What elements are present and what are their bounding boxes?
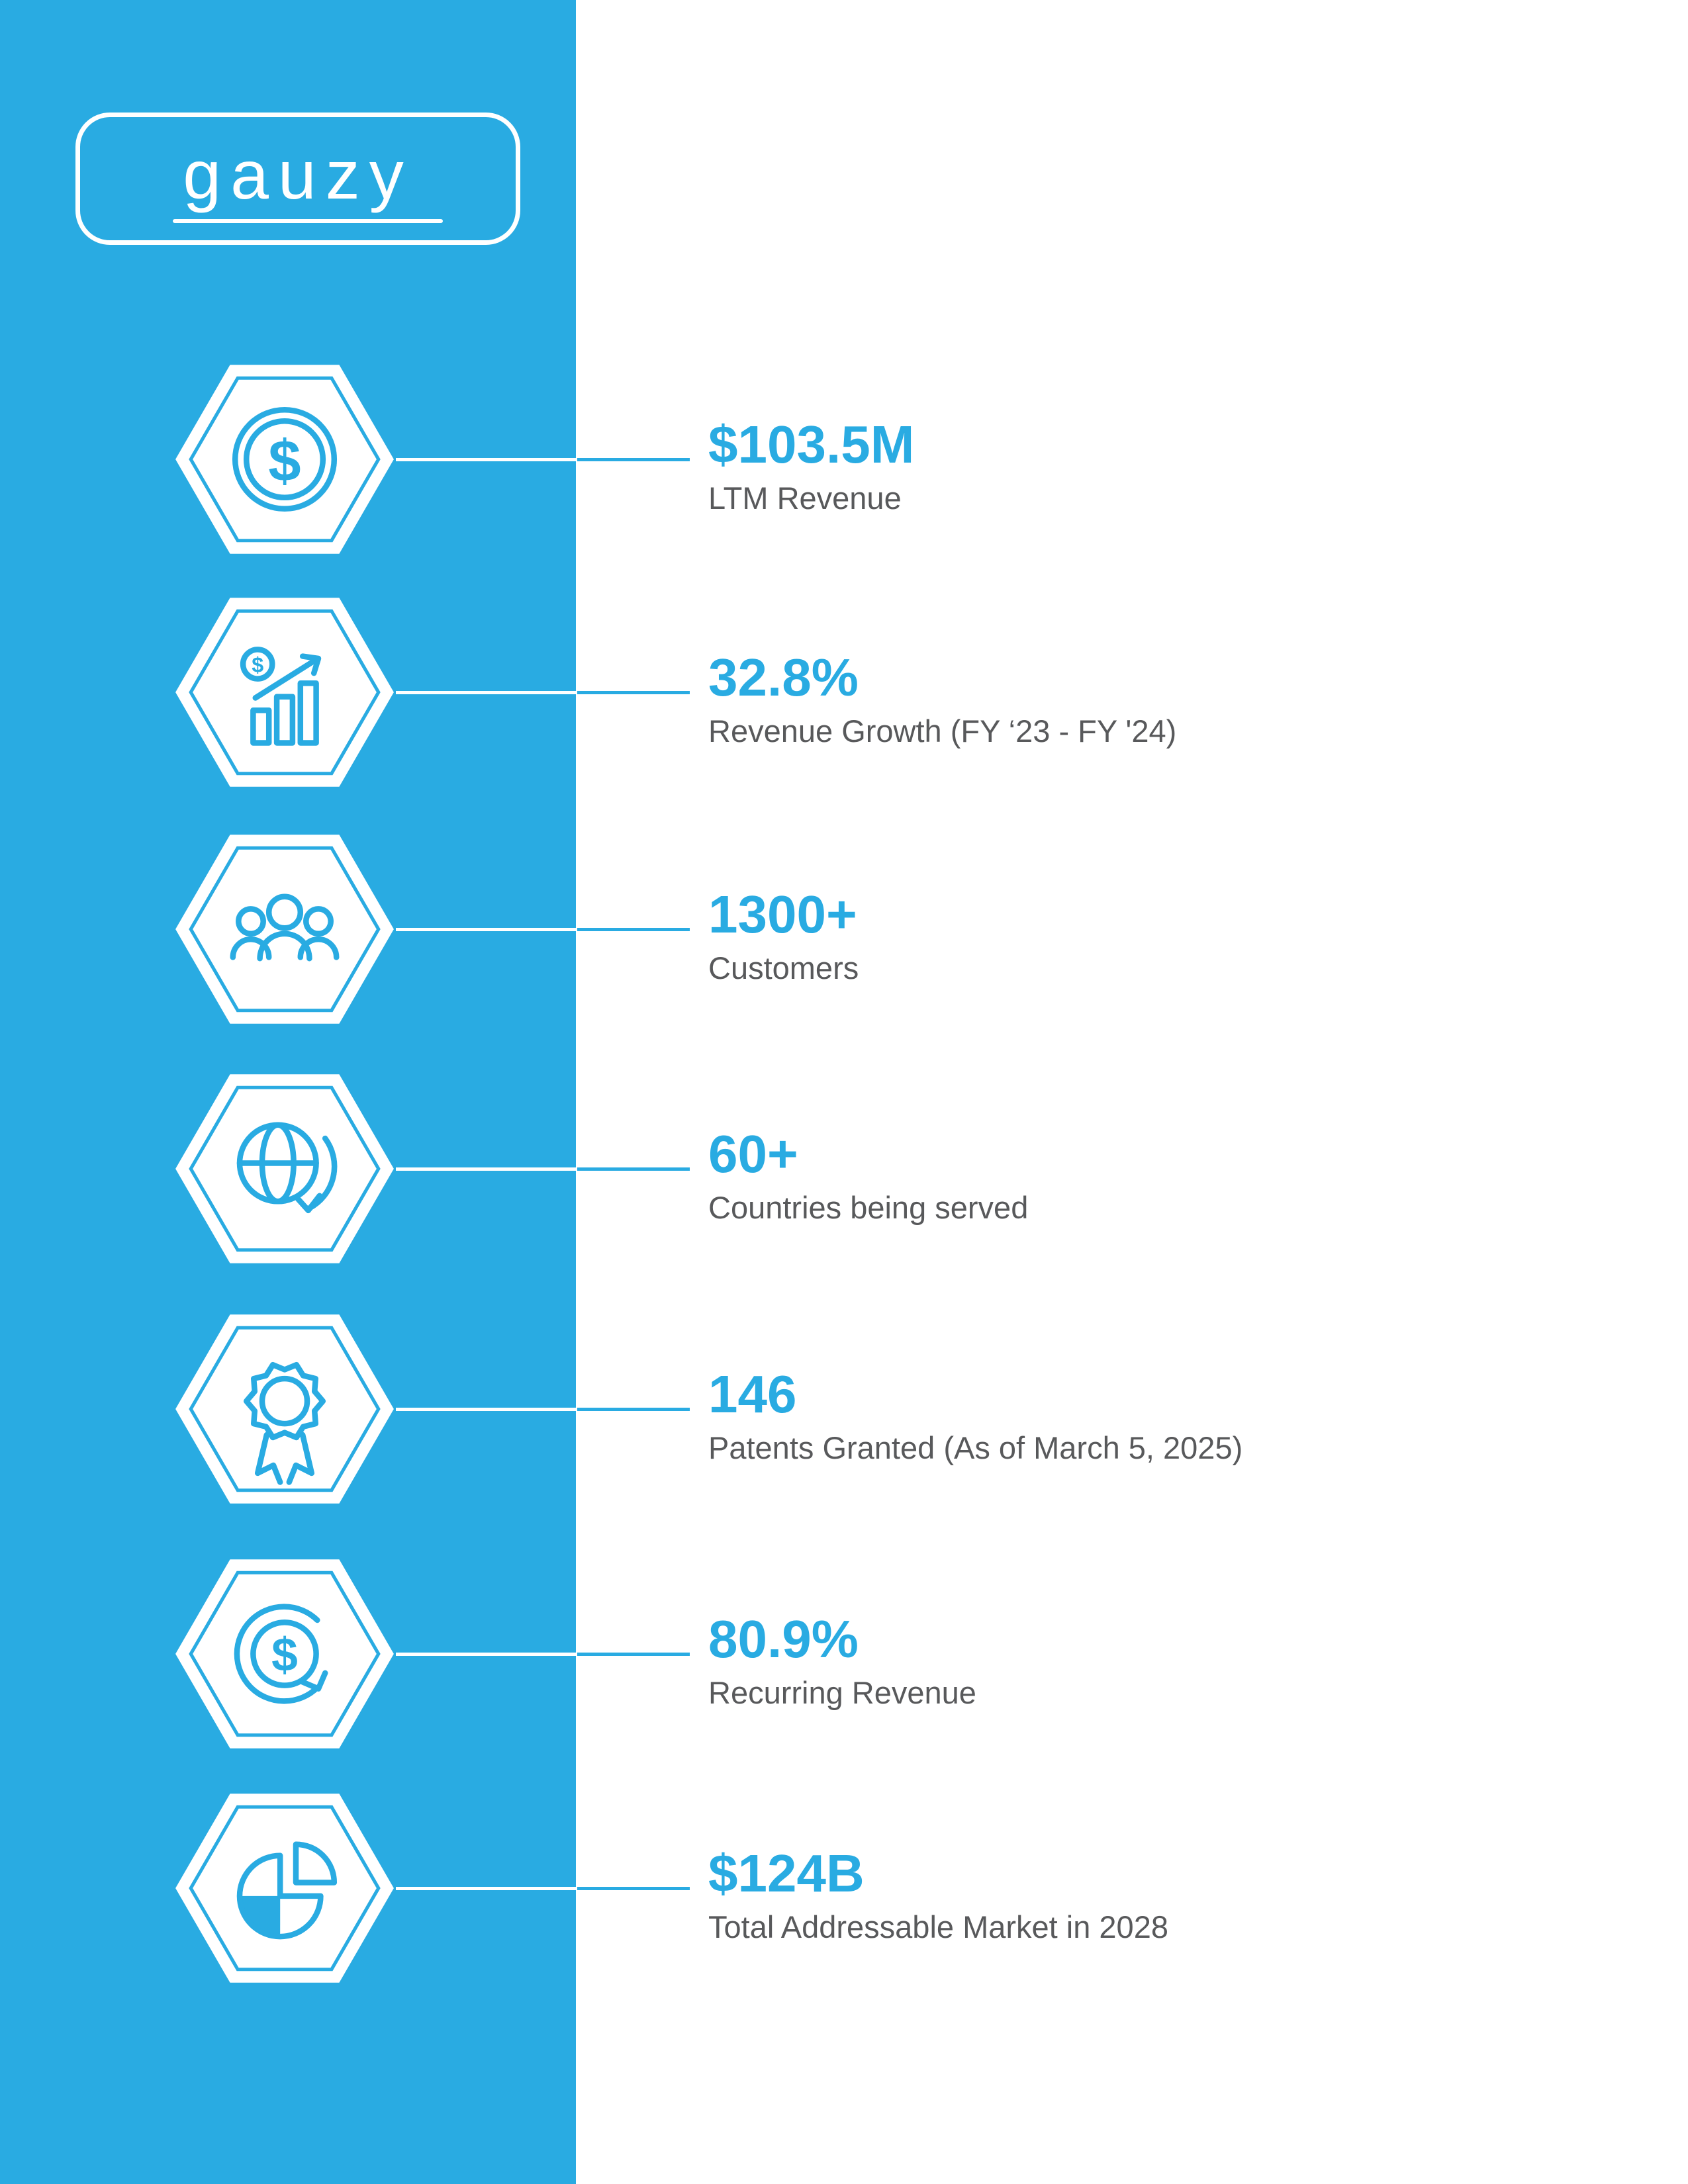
connector-line — [396, 691, 577, 694]
stat-text: 80.9% Recurring Revenue — [708, 1609, 976, 1711]
stat-label: Recurring Revenue — [708, 1674, 976, 1710]
company-logo: Gauzy — [75, 113, 520, 245]
connector-line — [577, 928, 690, 931]
hexagon-badge — [172, 1071, 397, 1267]
customers-people-icon — [175, 835, 394, 1024]
svg-text:$: $ — [268, 428, 301, 493]
stat-value: $103.5M — [708, 414, 915, 474]
stat-text: $103.5M LTM Revenue — [708, 418, 914, 516]
svg-text:$: $ — [252, 653, 263, 676]
stat-text: 1300+ Customers — [708, 884, 859, 986]
stat-row-recurring-revenue: $ 80.9% Recurring Revenue — [0, 1555, 1688, 1753]
connector-line — [396, 1887, 577, 1890]
stat-label: Revenue Growth (FY ‘23 - FY '24) — [708, 713, 1177, 749]
recurring-dollar-icon: $ — [175, 1559, 394, 1749]
stat-value: 80.9% — [708, 1609, 859, 1668]
hexagon-badge: $ — [172, 594, 397, 790]
award-rosette-icon — [175, 1314, 394, 1504]
stat-label: Customers — [708, 950, 859, 985]
connector-line — [577, 1653, 690, 1656]
connector-line — [577, 1167, 690, 1171]
stat-value: 60+ — [708, 1124, 798, 1183]
stat-label: Total Addressable Market in 2028 — [708, 1909, 1168, 1944]
stat-label: Patents Granted (As of March 5, 2025) — [708, 1430, 1243, 1465]
company-logo-underline — [173, 219, 443, 223]
connector-line — [396, 458, 577, 461]
stat-label: Countries being served — [708, 1189, 1029, 1225]
stat-text: 32.8% Revenue Growth (FY ‘23 - FY '24) — [708, 651, 1176, 749]
stat-value: 1300+ — [708, 884, 857, 944]
stat-value: $124B — [708, 1843, 865, 1903]
connector-line — [396, 928, 577, 931]
stat-value: 32.8% — [708, 647, 859, 707]
stat-text: $124B Total Addressable Market in 2028 — [708, 1843, 1168, 1945]
stat-row-countries: 60+ Countries being served — [0, 1069, 1688, 1268]
dollar-coin-icon: $ — [175, 365, 394, 554]
connector-line — [577, 1408, 690, 1411]
connector-line — [577, 1887, 690, 1890]
company-logo-text: Gauzy — [183, 137, 413, 214]
svg-text:$: $ — [271, 1629, 298, 1682]
connector-line — [396, 1167, 577, 1171]
hexagon-badge — [172, 1790, 397, 1986]
connector-line — [577, 458, 690, 461]
hexagon-badge — [172, 1311, 397, 1507]
hexagon-badge: $ — [172, 361, 397, 557]
pie-chart-icon — [175, 1794, 394, 1983]
stat-value: 146 — [708, 1364, 797, 1424]
hexagon-badge: $ — [172, 1556, 397, 1752]
connector-line — [396, 1408, 577, 1411]
revenue-growth-chart-icon: $ — [175, 598, 394, 787]
stat-row-customers: 1300+ Customers — [0, 830, 1688, 1028]
connector-line — [396, 1653, 577, 1656]
stat-row-tam: $124B Total Addressable Market in 2028 — [0, 1789, 1688, 1987]
stat-text: 60+ Countries being served — [708, 1124, 1029, 1226]
hexagon-badge — [172, 831, 397, 1027]
globe-arrow-icon — [175, 1074, 394, 1263]
stat-label: LTM Revenue — [708, 480, 902, 516]
stat-row-revenue-growth: $ 32.8% Revenue Growth (FY ‘23 - FY '24) — [0, 593, 1688, 792]
connector-line — [577, 691, 690, 694]
stat-row-ltm-revenue: $ $103.5M LTM Revenue — [0, 360, 1688, 559]
stat-row-patents: 146 Patents Granted (As of March 5, 2025… — [0, 1310, 1688, 1508]
stat-text: 146 Patents Granted (As of March 5, 2025… — [708, 1364, 1243, 1466]
